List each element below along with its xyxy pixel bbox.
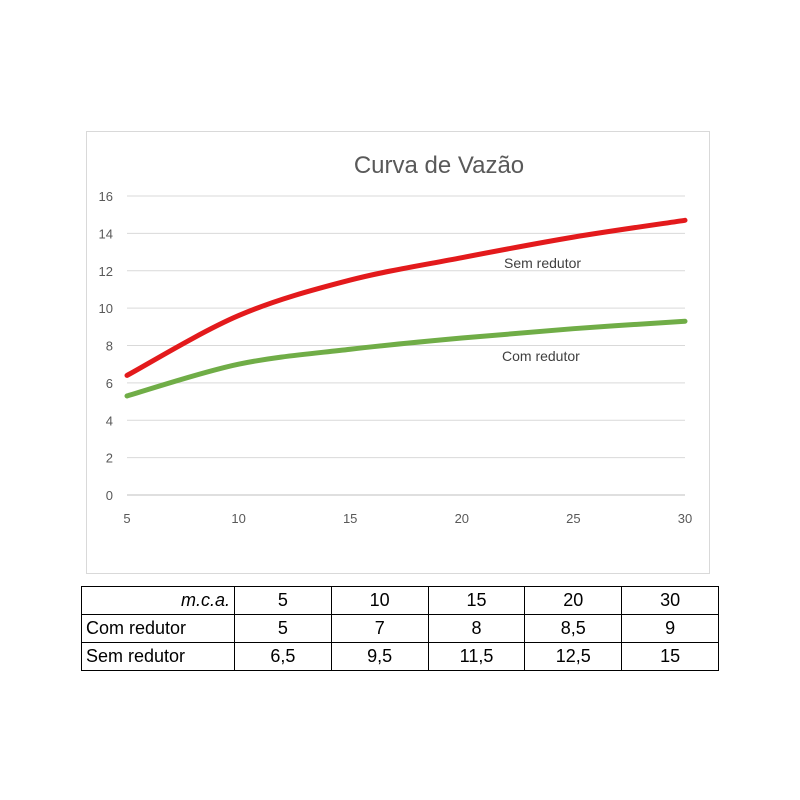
table-row-label: Com redutor	[81, 614, 235, 643]
series-line-sem-redutor	[124, 217, 688, 378]
x-tick-label: 30	[678, 511, 692, 526]
table-cell: 12,5	[524, 642, 623, 671]
table-cell: 9,5	[330, 642, 429, 671]
table-cell: 7	[330, 614, 429, 643]
y-tick-label: 14	[99, 226, 113, 241]
chart-title: Curva de Vazão	[354, 152, 524, 179]
chart-area: Curva de Vazão 0 2 4 6 8 10 12 14 16 5 10 15 20 25 30 Se…	[86, 131, 710, 574]
table-cell: 6,5	[234, 642, 332, 671]
table-header-cell: 15	[427, 586, 526, 615]
table-row: Sem redutor 6,5 9,5 11,5 12,5 15	[81, 642, 719, 671]
series-line-com-redutor	[124, 318, 688, 399]
table-header-row: m.c.a. 5 10 15 20 30	[81, 586, 719, 615]
data-table: m.c.a. 5 10 15 20 30 Com redutor 5 7 8 8…	[81, 586, 719, 671]
table-header-cell: 30	[621, 586, 719, 615]
table-header-cell: 20	[524, 586, 623, 615]
table-cell: 8	[427, 614, 526, 643]
table-cell: 11,5	[427, 642, 526, 671]
table-header-label: m.c.a.	[81, 586, 235, 615]
y-tick-label: 0	[106, 488, 113, 503]
table-row-label: Sem redutor	[81, 642, 235, 671]
table-row: Com redutor 5 7 8 8,5 9	[81, 614, 719, 643]
series-label: Sem redutor	[504, 255, 581, 271]
x-tick-label: 15	[343, 511, 357, 526]
x-tick-label: 5	[123, 511, 130, 526]
table-cell: 8,5	[524, 614, 623, 643]
y-tick-label: 4	[106, 413, 113, 428]
table-header-cell: 10	[330, 586, 429, 615]
series-label: Com redutor	[502, 348, 580, 364]
y-tick-label: 16	[99, 189, 113, 204]
x-tick-label: 10	[231, 511, 245, 526]
y-tick-label: 10	[99, 301, 113, 316]
line-chart: Curva de Vazão 0 2 4 6 8 10 12 14 16 5 10 15 20 25 30 Se…	[99, 152, 693, 526]
table-cell: 15	[621, 642, 719, 671]
x-tick-label: 20	[455, 511, 469, 526]
y-tick-label: 12	[99, 264, 113, 279]
y-tick-label: 6	[106, 376, 113, 391]
table-cell: 5	[234, 614, 332, 643]
y-tick-label: 2	[106, 451, 113, 466]
table-header-cell: 5	[234, 586, 332, 615]
y-tick-label: 8	[106, 339, 113, 354]
x-tick-label: 25	[566, 511, 580, 526]
table-cell: 9	[621, 614, 719, 643]
